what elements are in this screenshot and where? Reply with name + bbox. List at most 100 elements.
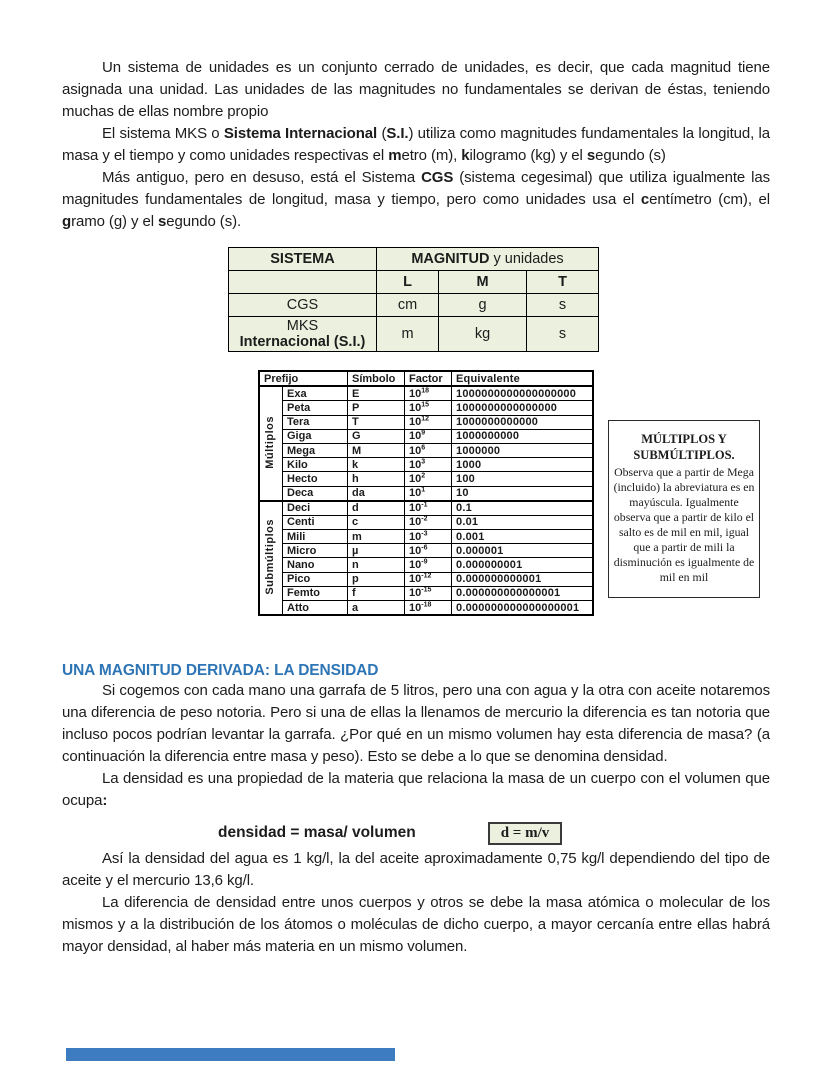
- prefix-section: Prefijo Símbolo Factor Equivalente Múlti…: [258, 370, 770, 617]
- systems-row-cgs: CGS cm g s: [228, 293, 599, 317]
- systems-empty-cell: [228, 270, 377, 294]
- prefix-cell: Femto: [282, 585, 348, 602]
- systems-mks-line1: MKS: [286, 318, 319, 334]
- prefix-table-row: Múltiplos Exa E 1018 1000000000000000000: [258, 385, 594, 502]
- prefix-cell: 10-1: [404, 499, 452, 516]
- prefix-cell: Atto: [282, 600, 348, 616]
- prefix-table-row: Kilo k 103 1000: [259, 457, 594, 473]
- prefix-cell: 103: [404, 457, 452, 473]
- prefix-table-row: Mega M 106 1000000: [259, 442, 594, 459]
- section-heading-densidad: UNA MAGNITUD DERIVADA: LA DENSIDAD: [62, 662, 379, 680]
- prefix-cell: P: [347, 400, 405, 416]
- prefix-cell: 1000000000000000000: [451, 385, 594, 402]
- density-formula-label: densidad = masa/ volumen: [218, 824, 416, 842]
- prefix-cell: 0.1: [451, 499, 594, 516]
- prefix-cell: 10-15: [404, 585, 452, 602]
- prefix-cell: 10-3: [404, 529, 452, 545]
- prefix-table-row: Nano n 10-9 0.000000001: [259, 557, 594, 573]
- paragraph-intro: Un sistema de unidades es un conjunto ce…: [62, 59, 770, 120]
- systems-row-mks: MKS Internacional (S.I.) m kg s: [228, 316, 599, 352]
- systems-mks-name: MKS Internacional (S.I.): [228, 316, 377, 352]
- prefix-table-row: Centi c 10-2 0.01: [259, 514, 594, 531]
- prefix-header-factor: Factor: [404, 370, 452, 388]
- prefix-cell: 0.000001: [451, 543, 594, 559]
- prefix-cell: Pico: [282, 571, 348, 587]
- prefix-table: Prefijo Símbolo Factor Equivalente Múlti…: [258, 370, 594, 617]
- prefix-cell: d: [347, 499, 405, 516]
- prefix-cell: 0.000000000001: [451, 571, 594, 587]
- systems-mks-t: s: [526, 316, 599, 352]
- prefix-cell: Hecto: [282, 471, 348, 487]
- prefix-cell: c: [347, 514, 405, 531]
- paragraph-cgs: Más antiguo, pero en desuso, está el Sis…: [62, 169, 771, 230]
- prefix-table-row: Femto f 10-15 0.000000000000001: [259, 585, 594, 602]
- multiples-note-box: MÚLTIPLOS Y SUBMÚLTIPLOS. Observa que a …: [608, 420, 760, 598]
- systems-mks-line2: Internacional (S.I.): [239, 334, 366, 350]
- prefix-header-equivalente: Equivalente: [451, 370, 594, 388]
- bottom-blue-bar: [66, 1048, 395, 1061]
- prefix-table-row: Hecto h 102 100: [259, 471, 594, 487]
- systems-subheader-m: M: [438, 270, 527, 294]
- prefix-table-row: Giga G 109 1000000000: [259, 428, 594, 444]
- prefix-cell: µ: [347, 543, 405, 559]
- prefix-cell: 10-2: [404, 514, 452, 531]
- prefix-table-row: Mili m 10-3 0.001: [259, 529, 594, 545]
- systems-header-magnitud: MAGNITUD y unidades: [376, 247, 599, 271]
- note-box-body: Observa que a partir de Mega (incluido) …: [613, 465, 755, 584]
- prefix-cell: 1018: [404, 385, 452, 402]
- prefix-group-label: Submúltiplos: [258, 499, 283, 616]
- prefix-cell: G: [347, 428, 405, 444]
- systems-cgs-name: CGS: [228, 293, 377, 317]
- prefix-cell: Giga: [282, 428, 348, 444]
- density-formula-row: densidad = masa/ volumen d = m/v: [62, 818, 770, 848]
- prefix-cell: 101: [404, 485, 452, 502]
- density-formula-box: d = m/v: [487, 821, 563, 845]
- prefix-cell: 0.000000000000001: [451, 585, 594, 602]
- prefix-cell: Kilo: [282, 457, 348, 473]
- prefix-cell: m: [347, 529, 405, 545]
- note-box-title: MÚLTIPLOS Y SUBMÚLTIPLOS.: [633, 432, 735, 462]
- prefix-cell: M: [347, 442, 405, 459]
- prefix-header-simbolo: Símbolo: [347, 370, 405, 388]
- paragraph-mks: El sistema MKS o Sistema Internacional (…: [62, 125, 770, 164]
- prefix-header-prefijo: Prefijo: [258, 370, 348, 388]
- paragraph-diferencia: La diferencia de densidad entre unos cue…: [62, 894, 770, 956]
- prefix-table-row: Peta P 1015 1000000000000000: [259, 400, 594, 416]
- prefix-cell: 0.001: [451, 529, 594, 545]
- prefix-cell: 100: [451, 471, 594, 487]
- prefix-cell: 109: [404, 428, 452, 444]
- prefix-cell: 1000000000000000: [451, 400, 594, 416]
- prefix-cell: Tera: [282, 414, 348, 430]
- prefix-table-header-row: Prefijo Símbolo Factor Equivalente: [258, 370, 594, 388]
- prefix-cell: Exa: [282, 385, 348, 402]
- prefix-cell: 10-12: [404, 571, 452, 587]
- prefix-cell: Deca: [282, 485, 348, 502]
- systems-table-header-row: SISTEMA MAGNITUD y unidades: [228, 247, 599, 271]
- systems-cgs-l: cm: [376, 293, 439, 317]
- prefix-cell: Deci: [282, 499, 348, 516]
- systems-table-subheader-row: L M T: [228, 270, 599, 294]
- systems-header-sistema: SISTEMA: [228, 247, 377, 271]
- prefix-table-row: Micro µ 10-6 0.000001: [259, 543, 594, 559]
- prefix-cell: 0.01: [451, 514, 594, 531]
- prefix-cell: p: [347, 571, 405, 587]
- prefix-cell: Micro: [282, 543, 348, 559]
- prefix-cell: da: [347, 485, 405, 502]
- prefix-cell: Centi: [282, 514, 348, 531]
- prefix-table-row: Submúltiplos Deci d 10-1 0.1: [258, 499, 594, 616]
- prefix-table-row: Pico p 10-12 0.000000000001: [259, 571, 594, 587]
- prefix-cell: 10: [451, 485, 594, 502]
- prefix-cell: 1000000000: [451, 428, 594, 444]
- prefix-cell: 1012: [404, 414, 452, 430]
- paragraph-garrafa: Si cogemos con cada mano una garrafa de …: [62, 682, 770, 766]
- prefix-cell: Peta: [282, 400, 348, 416]
- prefix-cell: k: [347, 457, 405, 473]
- prefix-cell: 0.000000001: [451, 557, 594, 573]
- prefix-cell: Mega: [282, 442, 348, 459]
- prefix-cell: T: [347, 414, 405, 430]
- prefix-cell: 10-6: [404, 543, 452, 559]
- prefix-table-row: Atto a 10-18 0.000000000000000001: [259, 600, 594, 616]
- systems-subheader-t: T: [526, 270, 599, 294]
- prefix-cell: n: [347, 557, 405, 573]
